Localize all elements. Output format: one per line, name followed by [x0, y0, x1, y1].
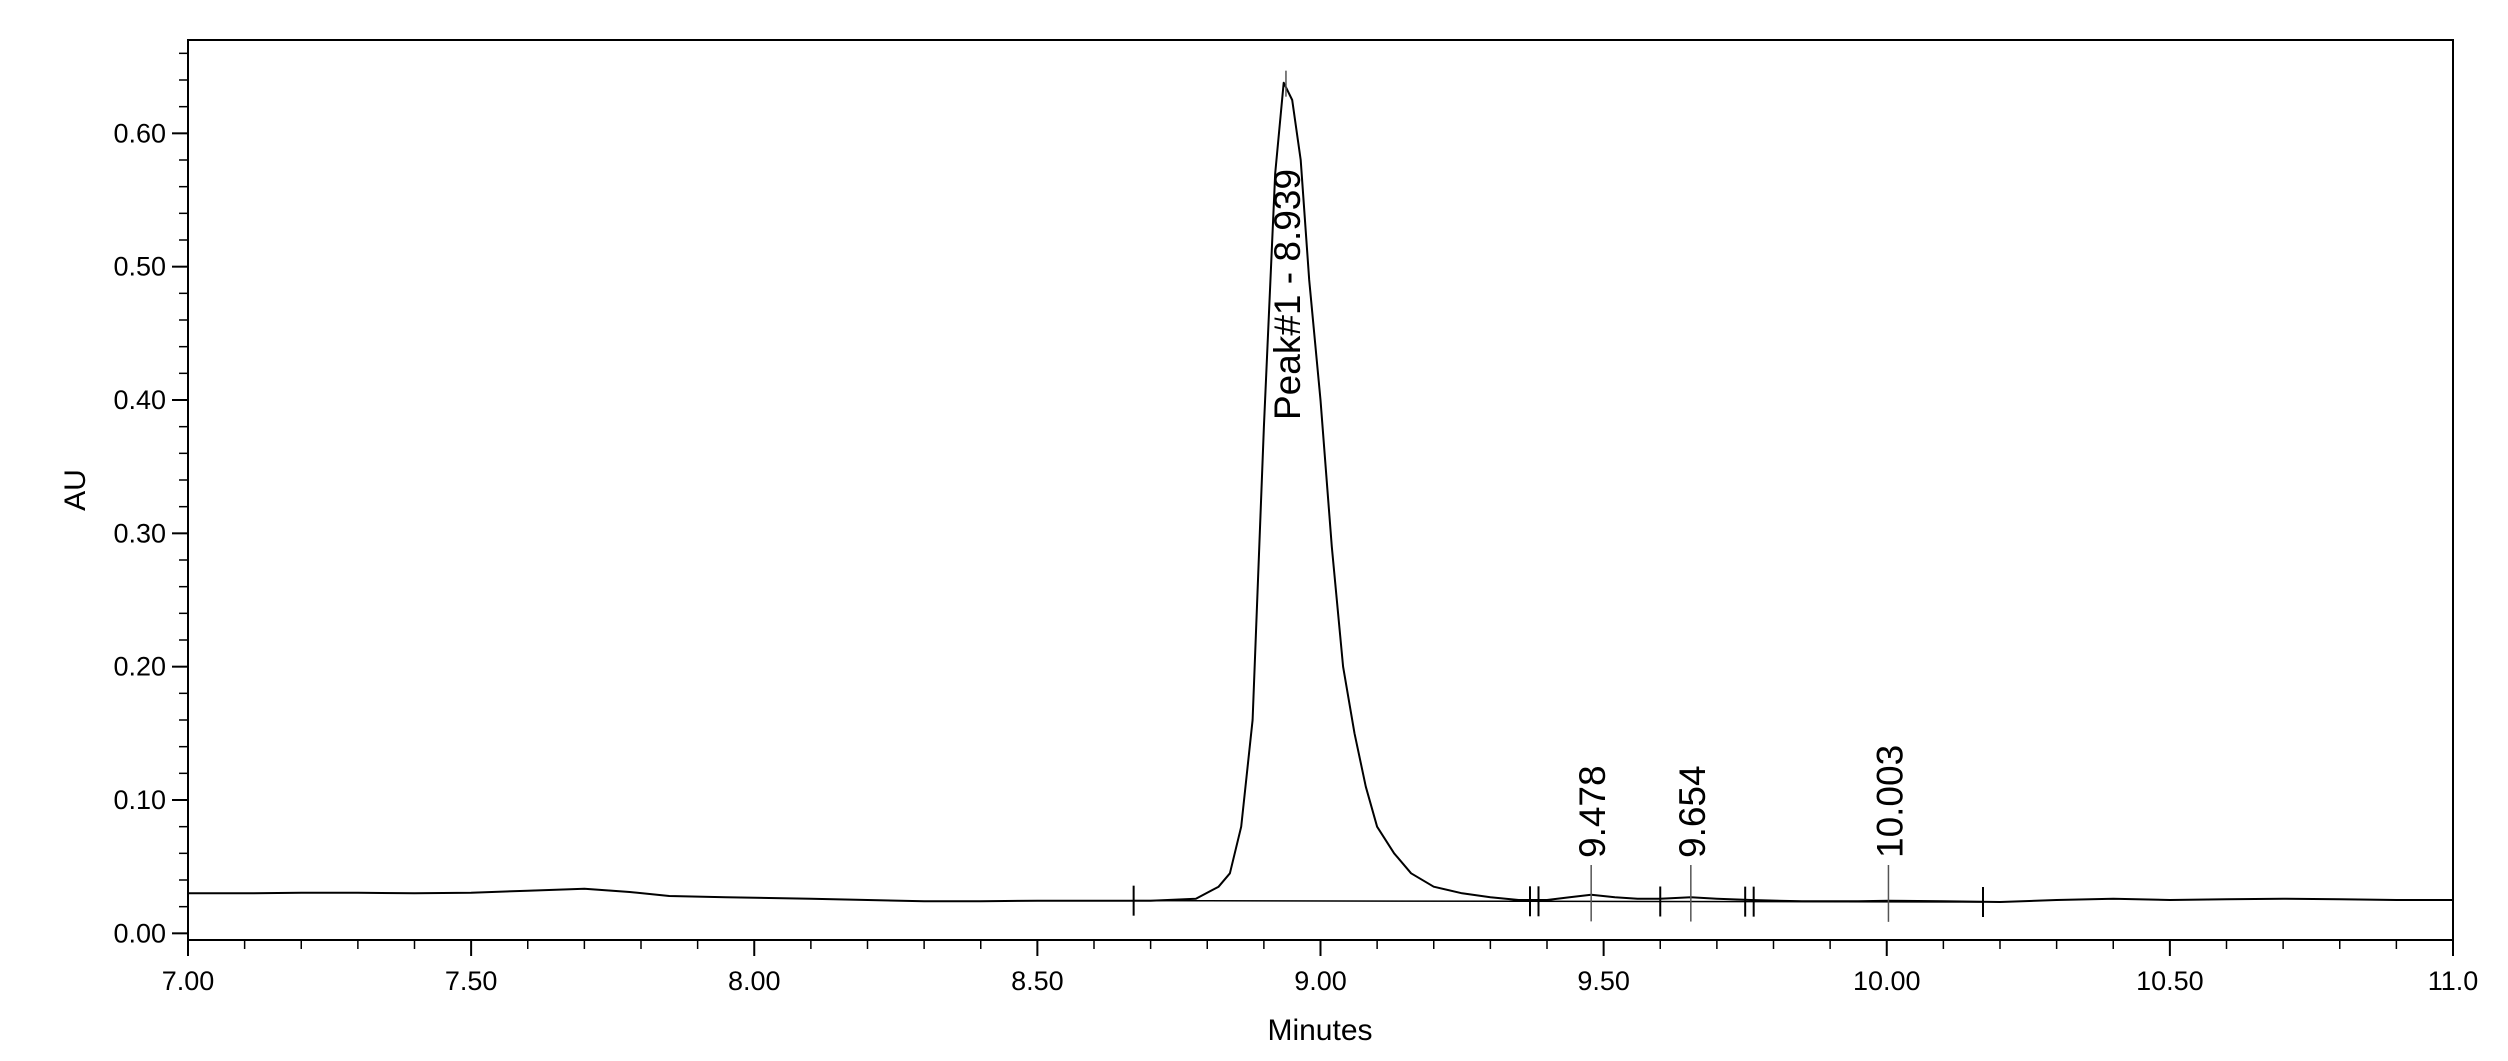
peak-label: 9.654 — [1672, 765, 1713, 858]
y-tick-label: 0.30 — [113, 518, 166, 548]
y-axis-ticks: 0.00 0.10 0.20 0.30 0.40 0.50 0.60 — [113, 118, 188, 948]
peak-label: 9.478 — [1572, 765, 1613, 858]
peak-label: Peak#1 - 8.939 — [1267, 169, 1308, 420]
peak-label: 10.003 — [1869, 745, 1910, 858]
integration-marks — [1132, 885, 1985, 917]
y-tick-label: 0.40 — [113, 385, 166, 415]
y-tick-label: 0.60 — [113, 118, 166, 148]
x-tick-label: 8.00 — [728, 966, 781, 996]
x-tick-label: 10.00 — [1853, 966, 1921, 996]
x-tick-label: 7.50 — [445, 966, 498, 996]
x-tick-label: 7.00 — [162, 966, 215, 996]
y-tick-label: 0.00 — [113, 918, 166, 948]
x-tick-label: 11.0 — [2428, 966, 2479, 996]
y-tick-label: 0.10 — [113, 785, 166, 815]
x-axis-title: Minutes — [1267, 1014, 1372, 1047]
x-axis-ticks: 7.00 7.50 8.00 8.50 9.00 9.50 10.00 10.50 11.0 — [162, 940, 2479, 996]
y-tick-label: 0.50 — [113, 252, 166, 282]
signal-trace — [188, 81, 2453, 903]
x-tick-label: 10.50 — [2136, 966, 2204, 996]
x-tick-label: 9.00 — [1294, 966, 1347, 996]
plot-frame — [187, 39, 2454, 941]
x-tick-label: 9.50 — [1577, 966, 1630, 996]
x-tick-label: 8.50 — [1011, 966, 1064, 996]
minor-ticks — [179, 52, 2398, 949]
y-tick-label: 0.20 — [113, 652, 166, 682]
y-axis-title: AU — [59, 469, 92, 511]
series-layer — [188, 81, 2453, 903]
peak-labels: Peak#1 - 8.939 9.478 9.654 10.003 — [1267, 70, 1910, 922]
